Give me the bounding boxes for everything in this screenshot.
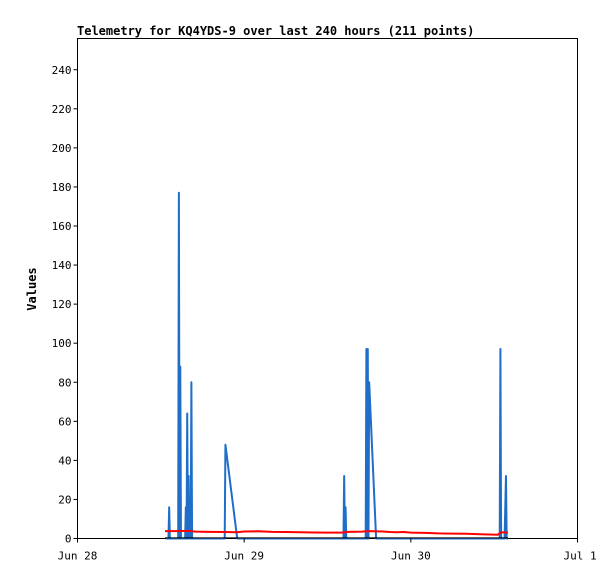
chart-title: Telemetry for KQ4YDS-9 over last 240 hou…: [77, 24, 474, 38]
y-axis: 0 20 40 60 80 100 120 140 160 180 200 220 240: [52, 64, 78, 546]
x-axis: Jun 28 Jun 29 Jun 30 Jul 1: [58, 538, 597, 563]
y-tick-label: 240: [52, 64, 72, 77]
x-tick-label: Jun 30: [391, 550, 431, 563]
plot-frame: [77, 38, 578, 539]
x-tick-label: Jun 28: [58, 550, 98, 563]
y-tick-label: 140: [52, 259, 72, 272]
y-tick-label: 160: [52, 220, 72, 233]
y-tick-label: 40: [58, 454, 71, 467]
series-line-0: [165, 191, 509, 540]
y-tick-label: 120: [52, 298, 72, 311]
y-axis-label: Values: [25, 267, 39, 310]
y-tick-label: 180: [52, 181, 72, 194]
y-tick-label: 80: [58, 376, 71, 389]
y-tick-label: 100: [52, 337, 72, 350]
y-tick-label: 220: [52, 103, 72, 116]
series-line-1: [165, 529, 509, 536]
y-tick-label: 20: [58, 493, 71, 506]
y-tick-label: 60: [58, 415, 71, 428]
y-tick-label: 0: [65, 533, 72, 546]
x-tick-label: Jul 1: [564, 550, 597, 563]
x-tick-label: Jun 29: [224, 550, 264, 563]
y-tick-label: 200: [52, 142, 72, 155]
series-layer: [165, 191, 509, 540]
